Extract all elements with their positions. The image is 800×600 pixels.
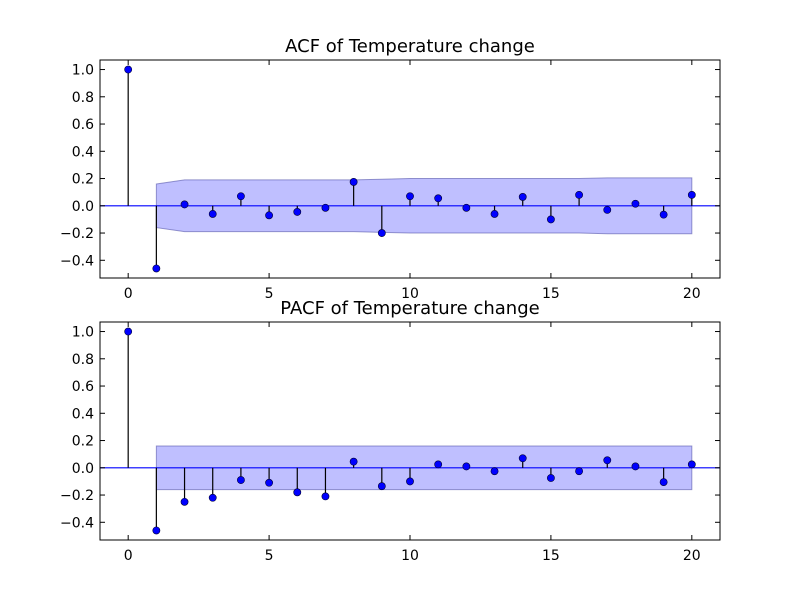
pacf-point-15 — [547, 474, 555, 482]
acf-point-4 — [237, 192, 245, 201]
pacf-point-20 — [687, 460, 696, 469]
pacf-ytick-label-1: 0.8 — [72, 352, 94, 368]
acf-point-3 — [208, 210, 217, 218]
pacf-axes-frame — [99, 321, 721, 541]
pacf-ytick-label-4: 0.2 — [72, 434, 94, 450]
acf-point-18 — [631, 199, 640, 208]
pacf-point-19 — [659, 478, 668, 486]
pacf-point-8 — [349, 457, 358, 466]
acf-ytick-label-2: 0.6 — [72, 117, 94, 133]
pacf-ytick-label-0: 1.0 — [72, 325, 94, 341]
acf-point-17 — [603, 205, 612, 214]
pacf-title: PACF of Temperature change — [280, 298, 539, 319]
pacf-point-9 — [377, 482, 386, 491]
pacf-chart: PACF of Temperature change 0 5 10 15 20 1.0 0.… — [60, 298, 721, 564]
pacf-point-18 — [631, 462, 640, 471]
acf-xtick-label-5: 5 — [265, 286, 274, 302]
pacf-point-12 — [462, 462, 471, 471]
acf-ytick-label-7: −0.4 — [60, 253, 94, 269]
pacf-point-4 — [237, 476, 245, 484]
acf-point-7 — [321, 203, 330, 212]
pacf-point-5 — [265, 478, 273, 487]
acf-point-8 — [349, 178, 358, 186]
acf-point-10 — [406, 192, 414, 201]
pacf-point-6 — [293, 488, 302, 497]
acf-point-9 — [377, 229, 386, 237]
acf-point-16 — [575, 190, 583, 199]
pacf-xtick-label-0: 0 — [124, 548, 133, 564]
pacf-point-2 — [180, 497, 189, 506]
acf-point-11 — [434, 194, 443, 203]
pacf-ytick-label-3: 0.4 — [72, 406, 94, 422]
acf-point-1 — [152, 264, 161, 273]
pacf-ytick-label-5: 0.0 — [72, 461, 94, 477]
acf-point-20 — [687, 190, 696, 199]
pacf-xtick-label-5: 5 — [265, 548, 274, 564]
pacf-point-7 — [321, 492, 330, 501]
acf-xtick-label-10: 10 — [401, 286, 419, 302]
acf-ytick-label-1: 0.8 — [72, 90, 94, 106]
acf-point-2 — [180, 200, 189, 209]
pacf-xtick-label-20: 20 — [683, 548, 701, 564]
pacf-point-17 — [603, 456, 612, 465]
pacf-point-13 — [490, 467, 499, 476]
pacf-point-10 — [406, 477, 414, 486]
acf-title: ACF of Temperature change — [285, 36, 535, 57]
acf-ytick-label-3: 0.4 — [72, 144, 94, 160]
acf-point-12 — [462, 203, 471, 212]
acf-xtick-label-15: 15 — [542, 286, 560, 302]
acf-point-14 — [518, 193, 527, 201]
acf-point-15 — [547, 215, 555, 224]
pacf-point-14 — [518, 454, 527, 463]
acf-point-5 — [265, 211, 273, 220]
acf-point-13 — [490, 210, 499, 218]
acf-point-19 — [659, 210, 668, 219]
acf-point-0 — [124, 65, 133, 74]
acf-ytick-label-0: 1.0 — [72, 63, 94, 79]
pacf-ytick-label-2: 0.6 — [72, 379, 94, 395]
acf-point-6 — [293, 208, 302, 216]
pacf-point-11 — [434, 460, 443, 469]
pacf-ytick-label-6: −0.2 — [60, 488, 94, 504]
acf-chart: ACF of Temperature change 0 5 10 15 20 1.0 0.8… — [60, 36, 721, 302]
acf-ytick-label-6: −0.2 — [60, 226, 94, 242]
pacf-point-16 — [575, 467, 583, 476]
acf-axes-frame — [99, 59, 721, 279]
acf-ytick-label-5: 0.0 — [72, 199, 94, 215]
acf-ytick-label-4: 0.2 — [72, 172, 94, 188]
pacf-xtick-label-10: 10 — [401, 548, 419, 564]
pacf-ytick-label-7: −0.4 — [60, 515, 94, 531]
pacf-point-3 — [208, 493, 217, 502]
pacf-point-0 — [124, 327, 133, 336]
acf-xtick-label-20: 20 — [683, 286, 701, 302]
pacf-xtick-label-15: 15 — [542, 548, 560, 564]
pacf-point-1 — [152, 526, 161, 535]
acf-xtick-label-0: 0 — [124, 286, 133, 302]
